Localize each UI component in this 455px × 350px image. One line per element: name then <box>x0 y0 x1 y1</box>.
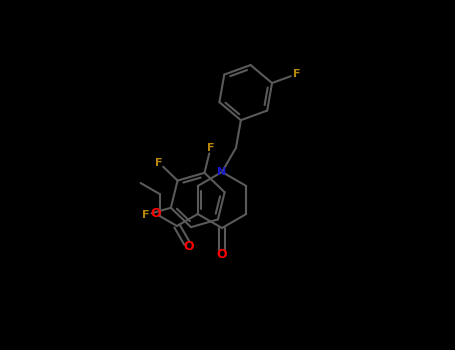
Text: F: F <box>207 142 214 153</box>
Text: F: F <box>293 69 300 79</box>
Text: O: O <box>184 240 194 253</box>
Text: O: O <box>217 247 228 260</box>
Text: F: F <box>155 158 162 168</box>
Text: N: N <box>217 167 227 177</box>
Text: F: F <box>142 210 150 220</box>
Text: O: O <box>150 207 161 220</box>
